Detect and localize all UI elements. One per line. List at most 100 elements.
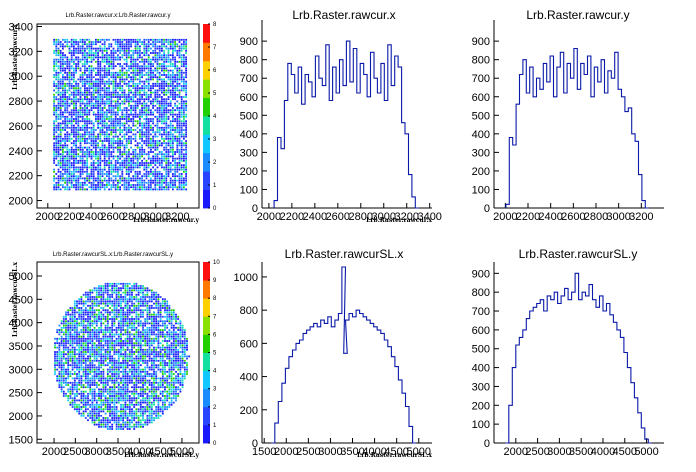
heatmap-cell [161, 300, 164, 303]
heatmap-cell [183, 102, 185, 105]
heatmap-cell [133, 342, 136, 345]
heatmap-cell [130, 177, 132, 180]
heatmap-cell [79, 80, 82, 83]
heatmap-cell [141, 164, 143, 167]
heatmap-cell [125, 47, 128, 50]
heatmap-cell [158, 173, 161, 175]
heatmap-cell [147, 135, 150, 138]
heatmap-cell [136, 170, 139, 173]
heatmap-cell [114, 118, 117, 120]
heatmap-cell [108, 78, 110, 81]
heatmap-cell [55, 111, 58, 114]
heatmap-cell [158, 71, 161, 74]
heatmap-cell [106, 324, 109, 327]
heatmap-cell [113, 342, 116, 345]
heatmap-cell [128, 93, 130, 96]
heatmap-cell [95, 38, 97, 41]
heatmap-cell [87, 298, 89, 301]
heatmap-cell [58, 333, 61, 336]
heatmap-cell [128, 82, 130, 85]
heatmap-cell [123, 157, 126, 160]
heatmap-cell [180, 113, 183, 116]
heatmap-cell [158, 179, 161, 182]
heatmap-cell [67, 342, 70, 345]
heatmap-cell [66, 120, 69, 123]
heatmap-cell [121, 109, 124, 112]
heatmap-cell [62, 157, 64, 160]
heatmap-cell [148, 309, 151, 312]
heatmap-cell [132, 87, 135, 90]
palette-segment [203, 203, 210, 209]
heatmap-cell [130, 135, 132, 138]
heatmap-cell [181, 333, 184, 336]
heatmap-cell [57, 153, 60, 156]
heatmap-cell [165, 159, 168, 162]
heatmap-cell [58, 329, 61, 331]
heatmap-cell [117, 157, 119, 160]
heatmap-cell [97, 144, 99, 147]
heatmap-cell [119, 129, 121, 131]
heatmap-cell [128, 41, 130, 43]
heatmap-cell [167, 74, 170, 76]
heatmap-cell [77, 137, 80, 140]
heatmap-cell [169, 85, 172, 87]
heatmap-cell [179, 335, 182, 338]
heatmap-cell [106, 162, 108, 164]
heatmap-cell [178, 52, 181, 54]
heatmap-cell [75, 38, 77, 41]
heatmap-cell [70, 115, 73, 118]
heatmap-cell [150, 184, 152, 186]
heatmap-cell [79, 144, 82, 147]
heatmap-cell [122, 298, 125, 301]
heatmap-cell [59, 107, 62, 109]
heatmap-cell [113, 309, 116, 312]
heatmap-cell [86, 76, 88, 79]
heatmap-cell [141, 124, 143, 127]
heatmap-cell [125, 146, 128, 149]
heatmap-cell [185, 146, 187, 149]
heatmap-cell [97, 155, 99, 158]
heatmap-cell [156, 153, 159, 156]
heatmap-cell [156, 155, 159, 158]
heatmap-cell [68, 102, 71, 105]
heatmap-cell [125, 65, 128, 68]
heatmap-cell [161, 56, 163, 59]
heatmap-cell [183, 142, 185, 145]
heatmap-cell [76, 307, 78, 309]
heatmap-cell [154, 54, 157, 57]
heatmap-cell [112, 179, 115, 182]
heatmap-cell [150, 43, 152, 46]
heatmap-cell [62, 173, 64, 175]
heatmap-cell [134, 120, 137, 123]
heatmap-cell [77, 87, 80, 90]
heatmap-cell [106, 56, 108, 59]
heatmap-cell [64, 104, 66, 107]
heatmap-cell [104, 320, 107, 323]
heatmap-cell [172, 98, 174, 101]
heatmap-cell [95, 80, 97, 83]
palette-segment [203, 143, 210, 149]
heatmap-cell [108, 135, 110, 138]
heatmap-cell [89, 351, 92, 353]
heatmap-cell [62, 104, 64, 107]
heatmap-cell [120, 331, 122, 334]
heatmap-cell [146, 320, 149, 323]
heatmap-cell [113, 318, 116, 320]
heatmap-cell [128, 309, 131, 312]
heatmap-cell [165, 144, 168, 147]
heatmap-cell [97, 133, 99, 136]
heatmap-cell [172, 146, 174, 149]
heatmap-cell [84, 104, 86, 107]
heatmap-cell [145, 58, 148, 61]
heatmap-cell [106, 69, 108, 72]
heatmap-cell [90, 58, 93, 61]
heatmap-cell [53, 137, 55, 140]
heatmap-cell [172, 184, 174, 186]
heatmap-cell [81, 170, 84, 173]
heatmap-cell [112, 78, 115, 81]
heatmap-cell [159, 333, 162, 336]
heatmap-cell [115, 333, 118, 336]
heatmap-cell [84, 162, 86, 164]
heatmap-cell [55, 63, 58, 65]
heatmap-cell [152, 76, 154, 79]
